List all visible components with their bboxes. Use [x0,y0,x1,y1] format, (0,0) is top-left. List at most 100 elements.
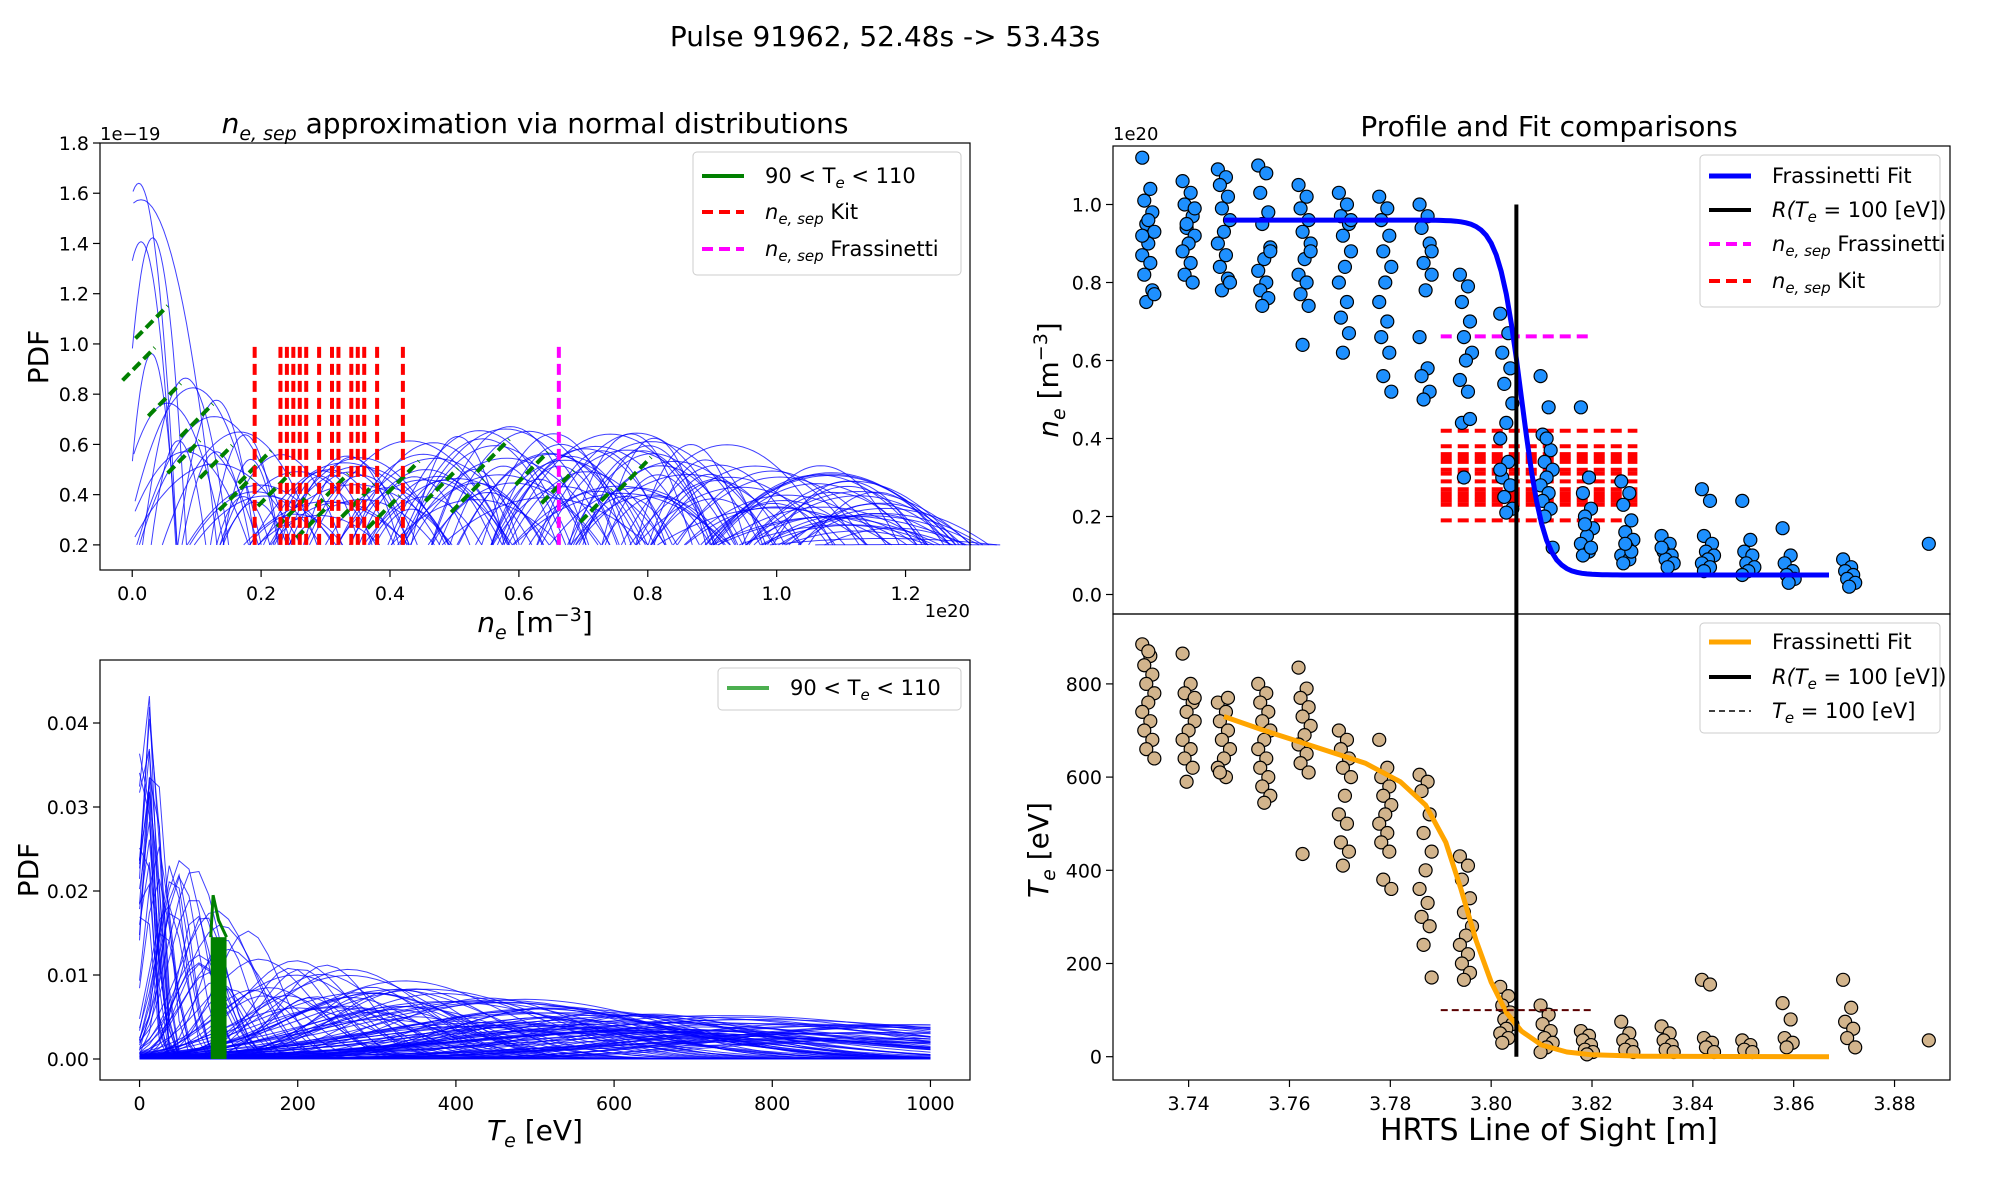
x-tick-label: 1.0 [762,583,792,605]
y-tick-label: 0.0 [1072,585,1102,607]
ne-pdf-curve [401,428,610,546]
x-tick-label: 600 [596,1093,632,1115]
ne-pdf-curve [650,465,860,546]
ne-data-point [1493,431,1508,446]
te-data-point [1333,835,1349,850]
x-tick-label: 3.76 [1268,1093,1310,1115]
ne-pdf-curve [549,487,725,546]
ne-data-point [1293,287,1308,302]
te-profile-plot-area [1135,614,1936,1062]
ne-data-point [1493,462,1508,477]
ne-data-point [1183,255,1198,271]
ne-data-point [1141,213,1156,228]
y-tick-label: 0.01 [47,965,89,987]
ne-pdf-curve [651,498,777,546]
ne-pdf-curve [150,440,207,545]
ne-pdf-green-segment [217,476,253,512]
ne-pdf-curve [161,431,318,546]
ne-pdf-x-axis: 0.0 0.2 0.4 0.6 0.8 1.0 1.2 [117,570,921,605]
ne-pdf-curve [492,486,636,546]
ne-data-point [1460,384,1476,399]
ne-data-point [1581,470,1597,485]
ne-pdf-curve [390,499,561,546]
te-data-point [1376,788,1391,803]
x-tick-label: 3.82 [1571,1093,1613,1115]
te-data-point [1382,844,1397,859]
te-data-point [1495,1035,1510,1050]
ne-data-point [1341,326,1357,341]
ne-data-point [1331,275,1346,290]
ne-data-point [1259,166,1274,181]
ne-data-point [1339,197,1355,212]
ne-pdf-legend-box [692,151,962,276]
ne-data-point [1416,392,1431,407]
ne-data-point [1452,372,1468,388]
ne-data-point [1577,517,1593,532]
x-tick-label: 0.8 [633,583,663,605]
ne-data-point [1179,216,1194,232]
te-data-point [1139,742,1154,757]
x-tick-label: 3.80 [1470,1093,1512,1115]
ne-data-point [1743,532,1758,548]
ne-data-point [1295,224,1310,239]
ne-pdf-green-segment [179,402,215,439]
ne-data-point [1376,244,1391,259]
ne-data-point [1339,294,1355,310]
ne-pdf-curve [438,430,620,546]
x-tick-label: 0.6 [504,583,534,605]
x-tick-label: 3.88 [1873,1093,1915,1115]
ne-pdf-green-segment [424,467,460,503]
te-pdf-legend: 90 < Te < 110 [717,667,962,711]
ne-pdf-curve [808,491,945,546]
ne-data-point [1456,470,1472,485]
y-tick-label: 0.03 [47,797,89,819]
te-data-point [1212,714,1227,729]
ne-data-point [1135,228,1150,243]
ne-pdf-ylabel: PDF [22,330,55,385]
x-tick-label: 3.78 [1369,1093,1411,1115]
te-pdf-legend-box [717,667,962,711]
ne-pdf-curve [507,471,666,546]
te-data-point [1293,690,1308,705]
ne-pdf-curve [133,199,218,545]
y-tick-label: 1.8 [59,133,89,155]
ne-pdf-green-segment [617,455,653,492]
ne-pdf-curve [620,444,834,546]
ne-pdf-curve [781,507,990,546]
ne-data-point [1462,314,1478,329]
ne-data-point [1137,193,1152,208]
legend-label-te100: Te = 100 [eV] [1772,699,1915,727]
ne-pdf-green-segment [475,437,511,474]
te-data-point [1147,751,1162,766]
ne-pdf-curve [132,182,178,545]
ne-pdf-curve [520,449,736,546]
ne-data-point [1533,369,1548,384]
ne-data-point [1497,376,1512,391]
te-profile-panel: 3.74 3.76 3.78 3.80 3.82 3.84 3.86 3.88 0 200 400… [1022,613,1951,1148]
ne-data-point [1337,259,1353,274]
ne-pdf-curve [636,486,846,546]
te-data-point [1253,760,1268,775]
ne-pdf-curve [601,496,711,546]
ne-pdf-curve [676,470,868,546]
ne-data-point [1183,185,1198,200]
te-window-peak [209,894,228,938]
ne-pdf-curve [629,476,830,546]
ne-data-point [1295,337,1310,352]
ne-pdf-curve [604,474,712,546]
te-data-point [1783,1012,1798,1027]
te-data-point [1372,816,1387,831]
y-tick-label: 0.04 [47,713,89,735]
ne-pdf-y-offset: 1e−19 [100,124,161,145]
y-tick-label: 1.4 [59,233,89,255]
ne-pdf-curve [181,451,251,545]
ne-data-point [1263,244,1278,259]
ne-pdf-curve [778,512,984,546]
ne-pdf-curve [512,485,726,546]
ne-pdf-green-segment [385,459,421,496]
ne-data-point [1456,330,1472,345]
ne-pdf-curve [427,482,599,546]
ne-data-point [1702,493,1718,508]
te-data-point [1291,660,1306,675]
te-pdf-x-axis: 0 200 400 600 800 1000 [133,1080,955,1115]
